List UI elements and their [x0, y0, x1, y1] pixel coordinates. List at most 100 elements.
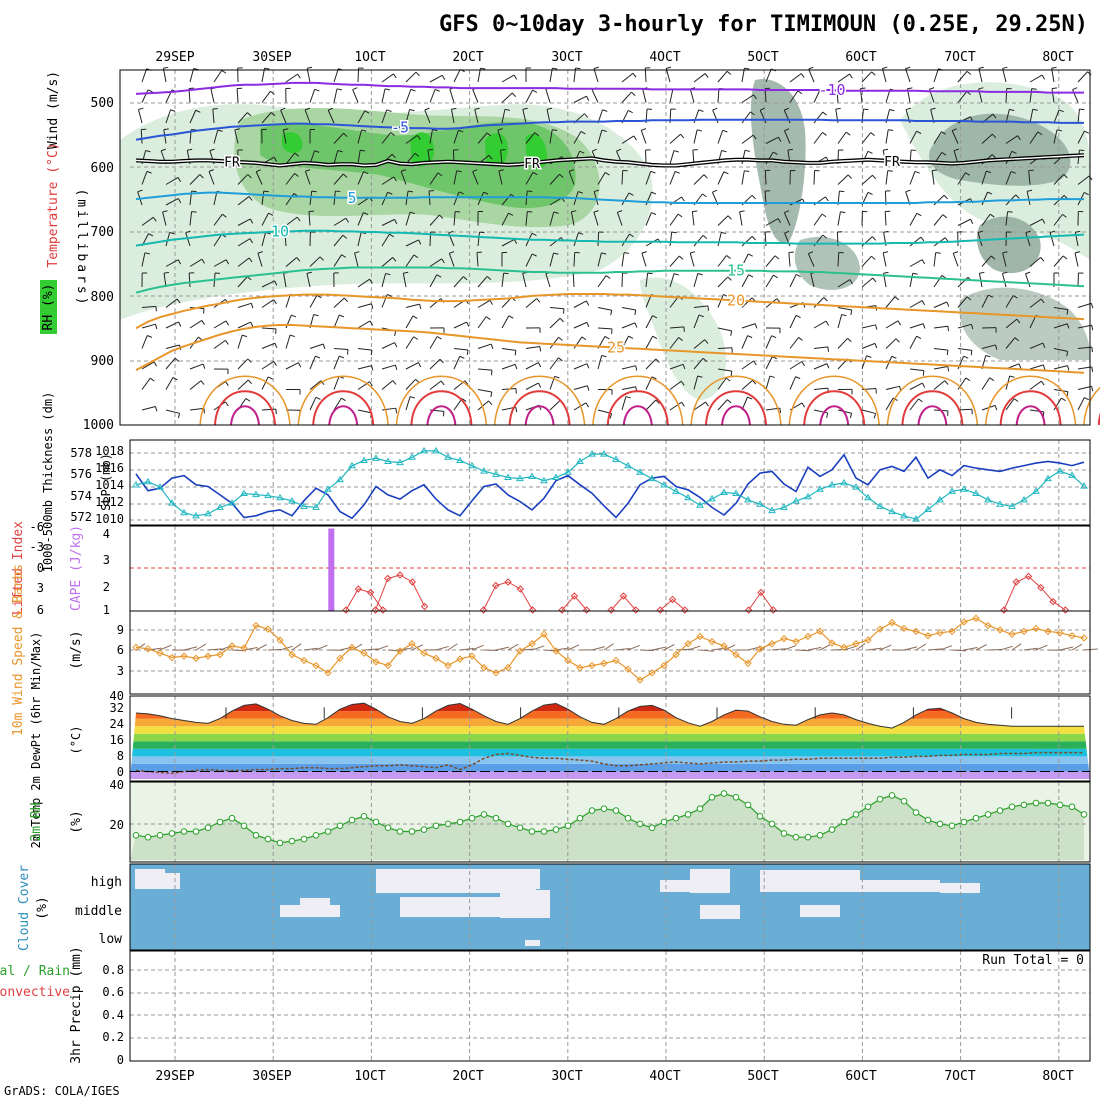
wind-barb: [141, 171, 148, 185]
wind-barb: [237, 174, 249, 185]
clear-sky-patch: [165, 873, 180, 889]
thickness-point: [336, 475, 344, 483]
wind-barb: [208, 171, 215, 185]
wind-barb-flag: [191, 211, 197, 213]
wind-barb: [405, 336, 415, 349]
wind-barb: [717, 215, 729, 226]
wind-barb-flag: [1091, 366, 1094, 372]
wind-barb-flag: [137, 189, 143, 193]
surface-wind-barb: [1023, 647, 1038, 651]
wind-barb-flag: [702, 193, 707, 198]
wind-barb: [813, 297, 825, 308]
wind-barb-flag: [154, 324, 158, 330]
wind-barb: [1053, 397, 1062, 411]
wind-barb-flag: [795, 376, 801, 380]
lifted-index-point: [681, 606, 689, 614]
wind-barb: [261, 212, 269, 226]
surface-wind-barb: [627, 644, 640, 651]
pressure-tick: 700: [91, 225, 114, 240]
thickness-point: [492, 470, 500, 477]
wind-barb: [237, 321, 251, 329]
thickness-point: [564, 468, 572, 475]
rh2m-point: [516, 824, 524, 832]
thickness-point: [240, 489, 248, 497]
wind-barb: [165, 109, 171, 124]
wind-barb: [597, 252, 602, 267]
wind-barb: [453, 276, 464, 288]
wind-barb-flag: [1062, 213, 1067, 218]
heat-contour: [592, 375, 684, 426]
wind-barb-flag: [971, 324, 974, 330]
wind-barb-flag: [162, 210, 168, 213]
wind-barb-flag: [696, 129, 703, 132]
lifted-index-point: [366, 588, 375, 597]
wind-barb-flag: [1083, 191, 1089, 196]
wind-barb: [549, 252, 555, 267]
wind-barb: [909, 382, 923, 390]
surface-wind-barb: [1059, 646, 1074, 651]
temp2m-unit: (°C): [69, 726, 83, 755]
wind-barb: [593, 68, 599, 83]
wind-barb-flag: [274, 343, 278, 349]
wind-speed-point: [1068, 632, 1076, 640]
wind-barb-flag: [337, 150, 343, 153]
rh2m-point: [264, 835, 272, 843]
wind-barb-flag: [992, 113, 997, 119]
pressure-tick: 600: [91, 161, 114, 176]
wind-barb-flag: [438, 214, 444, 219]
lifted-index-point: [757, 588, 765, 597]
wind-barb: [981, 344, 996, 349]
wind-speed-point: [408, 640, 416, 648]
thickness-point: [684, 493, 692, 501]
wind-barb-flag: [571, 210, 577, 213]
wind-barb-flag: [777, 218, 782, 224]
wind-barb: [1053, 348, 1068, 352]
wind-barb-flag: [488, 154, 493, 160]
rh2m-point: [204, 824, 212, 832]
rh2m-point: [420, 826, 428, 833]
wind-barb: [546, 109, 551, 124]
wind-barb-flag: [697, 375, 703, 378]
wind-barb: [597, 307, 612, 311]
wind-barb: [477, 316, 487, 329]
wind-barb-flag: [586, 95, 590, 101]
wind-barb-flag: [825, 320, 830, 326]
wind-barb: [309, 256, 321, 267]
wind-barb-flag: [1091, 386, 1094, 392]
wind-barb-flag: [673, 273, 679, 276]
wind-barb-flag: [296, 216, 301, 222]
wind-barb: [669, 150, 675, 165]
wind-barb-flag: [585, 402, 590, 408]
rh2m-point: [1068, 803, 1076, 811]
wind-barb-flag: [341, 254, 347, 258]
panel-grid: [130, 951, 1090, 1061]
wind-barb: [333, 234, 344, 247]
wind-barb: [881, 68, 887, 83]
wind-barb-flag: [311, 190, 317, 193]
wind-barb: [357, 171, 365, 185]
wind-barb-flag: [185, 230, 191, 234]
wind-barb: [957, 408, 973, 411]
wind-barb: [501, 74, 515, 83]
wind-barb: [429, 258, 442, 267]
surface-wind-barb: [447, 643, 458, 651]
wind-barb: [451, 109, 455, 124]
wind-barb: [669, 171, 676, 185]
wind-barb-flag: [748, 274, 754, 278]
wind-barb: [1029, 109, 1034, 124]
lifted-index-point: [1024, 572, 1033, 581]
wind-barb: [261, 232, 267, 247]
wind-barb-flag: [342, 234, 348, 239]
wind-barb-flag: [1061, 397, 1066, 402]
wind-barb: [141, 252, 146, 267]
wind-barb: [261, 327, 277, 330]
wind-barb-flag: [536, 298, 541, 303]
rh2m-point: [1008, 803, 1016, 811]
wind-barb-flag: [409, 108, 415, 112]
wind-barb: [645, 358, 657, 370]
wind-barb: [1029, 74, 1043, 83]
wind-barb: [236, 88, 239, 103]
rh2m-point: [624, 814, 632, 822]
wind-barb-flag: [946, 301, 950, 307]
